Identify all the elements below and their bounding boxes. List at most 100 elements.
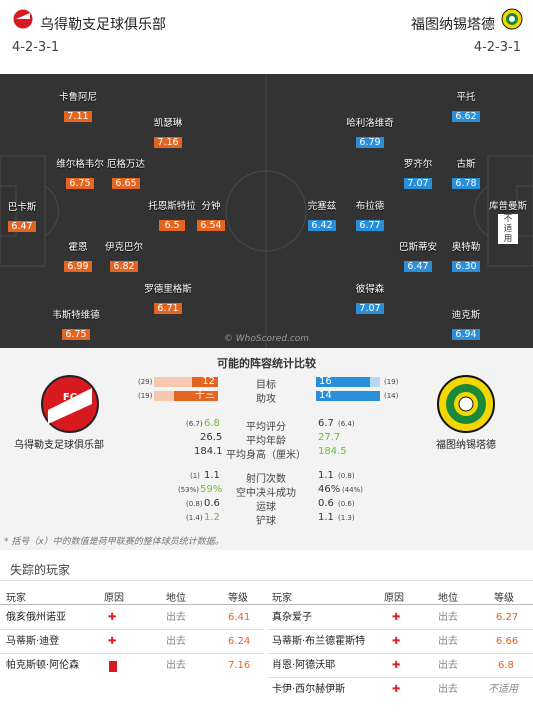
player-rating: 6.71 (154, 303, 182, 314)
player-rating: 6.77 (356, 220, 384, 231)
home-team-logo-icon[interactable] (12, 8, 34, 30)
injury-icon: ✚ (108, 612, 117, 623)
home-crest-icon[interactable]: FC (40, 374, 100, 434)
home-player[interactable]: 伊克巴尔 6.82 (104, 242, 143, 272)
svg-text:FC: FC (63, 392, 77, 403)
player-rating: 6.62 (452, 111, 480, 122)
divider (0, 629, 264, 630)
missing-player-row[interactable]: 马蒂斯·迪登 ✚ 出去 6.24 (0, 631, 533, 653)
missing-player-row[interactable]: 俄亥俄州诺亚 ✚ 出去 6.41 (0, 607, 533, 629)
away-player[interactable]: 迪克斯 6.94 (451, 310, 481, 340)
home-col-rating: 等级 (228, 593, 248, 604)
missing-player-row[interactable]: 帕克斯顿·阿伦森 出去 7.16 (6, 660, 251, 672)
away-assists-bar: 14 (316, 390, 380, 401)
away-player[interactable]: 布拉德 6.77 (355, 201, 385, 231)
injury-icon: ✚ (392, 636, 401, 647)
player-rating: 6.79 (356, 137, 384, 148)
home-player[interactable]: 卡鲁阿尼 7.11 (58, 92, 97, 122)
home-player[interactable]: 巴卡斯 6.47 (7, 202, 37, 232)
away-player[interactable]: 哈利洛维奇 6.79 (346, 118, 394, 148)
assists-label: 助攻 (256, 394, 276, 405)
away-player[interactable]: 罗齐尔 7.07 (403, 159, 433, 189)
home-player[interactable]: 罗德里格斯 6.71 (144, 284, 192, 314)
missing-player-row[interactable]: 卡伊·西尔赫伊斯 ✚ 出去 不适用 (0, 679, 533, 701)
divider (0, 653, 264, 654)
away-goals-bar: 16 (316, 376, 380, 387)
injury-icon: ✚ (392, 612, 401, 623)
player-rating: 6.30 (452, 261, 480, 272)
away-crest-label: 福图纳锡塔德 (436, 440, 496, 451)
home-col-player: 玩家 (6, 593, 26, 604)
watermark: © WhoScored.com (223, 334, 310, 344)
home-col-status: 地位 (166, 593, 186, 604)
away-player[interactable]: 库普曼斯 不适用 (488, 201, 527, 244)
home-team-name[interactable]: 乌得勒支足球俱乐部 (40, 17, 166, 33)
home-player[interactable]: 凯瑟琳 7.16 (153, 118, 183, 148)
away-player[interactable]: 彼得森 7.07 (355, 284, 385, 314)
player-rating: 7.16 (154, 137, 182, 148)
player-rating: 6.94 (452, 329, 480, 340)
player-rating: 7.11 (64, 111, 92, 122)
away-player[interactable]: 古斯 6.78 (434, 159, 498, 190)
divider (268, 629, 533, 630)
missing-players-title: 失踪的玩家 (10, 563, 71, 577)
missing-player-row[interactable]: 马蒂斯·布兰德霍斯特 ✚ 出去 6.66 (0, 631, 533, 653)
home-assists-total: (19) (138, 392, 153, 400)
home-col-reason: 原因 (104, 593, 124, 604)
away-team-name[interactable]: 福图纳锡塔德 (411, 17, 495, 33)
footnote: * 括号（x）中的数值是荷甲联赛的整体球员统计数据。 (4, 537, 224, 547)
home-crest-label: 乌得勒支足球俱乐部 (14, 440, 104, 451)
away-player[interactable]: 完塞兹 6.42 (307, 201, 337, 231)
player-rating: 6.47 (404, 261, 432, 272)
lineup-pitch: 卡鲁阿尼 7.11 凯瑟琳 7.16 维尔格韦尔 6.75 厄格万达 6.65 … (0, 74, 533, 348)
away-col-status: 地位 (438, 593, 458, 604)
comparison-title: 可能的阵容统计比较 (217, 357, 316, 370)
away-col-reason: 原因 (384, 593, 404, 604)
injury-icon: ✚ (392, 660, 401, 671)
injury-icon: ✚ (108, 636, 117, 647)
injury-icon: ✚ (392, 684, 401, 695)
missing-player-row[interactable]: 肖恩·阿德沃耶 ✚ 出去 6.8 (0, 655, 533, 677)
away-formation: 4-2-3-1 (473, 40, 521, 55)
away-col-player: 玩家 (272, 593, 292, 604)
lineup-comparison: 可能的阵容统计比较 FC 乌得勒支足球俱乐部 福图纳锡塔德 (29) 12 目标… (0, 348, 533, 550)
away-assists-total: (14) (384, 392, 399, 400)
home-goals-total: (29) (138, 378, 153, 386)
home-player[interactable]: 维尔格韦尔 6.75 (56, 159, 104, 189)
player-rating: 6.5 (159, 220, 185, 231)
home-player[interactable]: 分钟 6.54 (189, 201, 233, 232)
home-goals-bar: 12 (154, 376, 218, 387)
home-player[interactable]: 托恩斯特拉 6.5 (148, 201, 196, 231)
home-formation: 4-2-3-1 (12, 40, 60, 55)
player-rating: 6.82 (110, 261, 138, 272)
player-rating: 6.65 (112, 178, 140, 189)
divider (0, 580, 533, 581)
player-rating: 7.07 (356, 303, 384, 314)
home-assists-bar: 十三 (154, 390, 218, 401)
player-rating: 6.75 (62, 329, 90, 340)
home-player[interactable]: 霍恩 6.99 (46, 242, 110, 273)
divider (268, 653, 533, 654)
player-rating: 6.54 (197, 220, 225, 231)
away-player[interactable]: 巴斯蒂安 6.47 (398, 242, 437, 272)
away-player[interactable]: 奥特勒 6.30 (451, 242, 481, 272)
pitch-markings (0, 74, 533, 348)
divider (268, 677, 533, 678)
player-rating: 6.99 (64, 261, 92, 272)
red-card-icon (109, 661, 117, 672)
away-col-rating: 等级 (494, 593, 514, 604)
home-player[interactable]: 厄格万达 6.65 (106, 159, 145, 189)
away-crest-icon[interactable] (436, 374, 496, 434)
home-player[interactable]: 韦斯特维德 6.75 (52, 310, 100, 340)
divider (0, 604, 533, 605)
player-rating: 不适用 (498, 214, 518, 244)
player-rating: 6.42 (308, 220, 336, 231)
missing-player-row[interactable]: 真杂爱子 ✚ 出去 6.27 (0, 607, 533, 629)
away-team-logo-icon[interactable] (501, 8, 523, 30)
player-rating: 6.75 (66, 178, 94, 189)
player-rating: 7.07 (404, 178, 432, 189)
player-rating: 6.78 (452, 178, 480, 189)
goals-label: 目标 (256, 380, 276, 391)
away-player[interactable]: 平托 6.62 (434, 92, 498, 123)
away-goals-total: (19) (384, 378, 399, 386)
